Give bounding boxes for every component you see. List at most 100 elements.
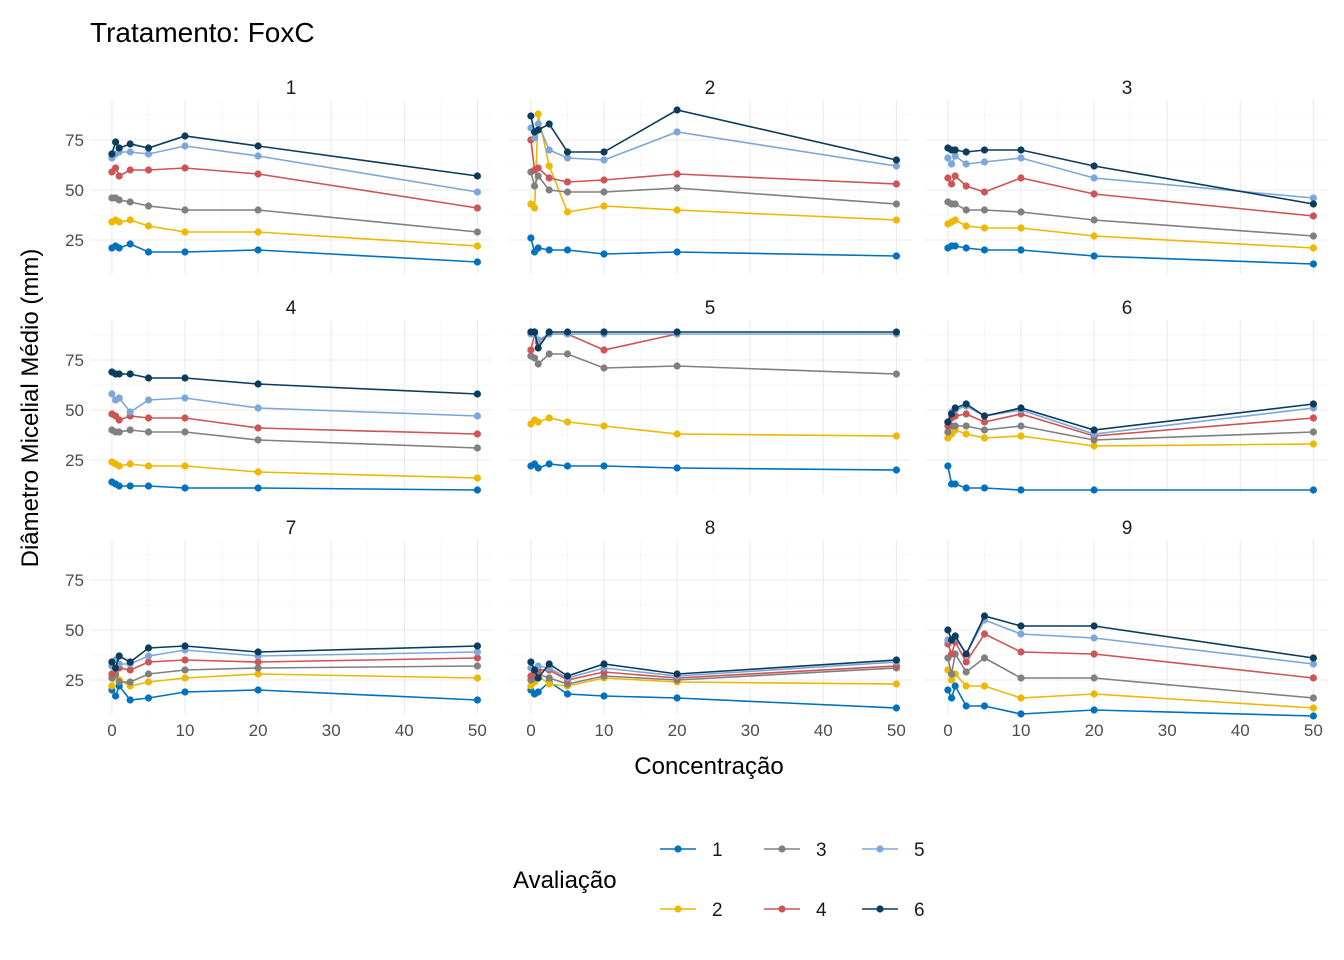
data-point-series-2 <box>254 228 262 236</box>
data-point-series-6 <box>1309 200 1317 208</box>
data-point-series-4 <box>254 424 262 432</box>
data-point-series-2 <box>181 462 189 470</box>
data-point-series-1 <box>534 688 542 696</box>
data-point-series-6 <box>673 106 681 114</box>
data-point-series-4 <box>1017 648 1025 656</box>
x-tick-label: 30 <box>322 721 341 740</box>
data-point-series-6 <box>254 648 262 656</box>
data-point-series-4 <box>948 650 956 658</box>
data-point-series-3 <box>980 654 989 662</box>
data-point-series-6 <box>1090 622 1098 630</box>
data-point-series-6 <box>144 374 153 382</box>
y-tick-label: 50 <box>65 181 84 200</box>
data-point-series-6 <box>126 658 134 666</box>
data-point-series-4 <box>1309 212 1317 220</box>
data-point-series-6 <box>1090 426 1098 434</box>
data-point-series-3 <box>962 668 970 676</box>
data-point-series-4 <box>951 172 959 180</box>
legend-key-point <box>876 845 884 853</box>
legend-item-2: 2 <box>660 900 723 921</box>
data-point-series-3 <box>944 428 952 436</box>
data-point-series-2 <box>534 110 542 118</box>
data-point-series-2 <box>534 418 542 426</box>
data-point-series-6 <box>181 374 189 382</box>
facet-panel-6: 6 <box>926 298 1328 494</box>
data-point-series-4 <box>254 658 262 666</box>
data-point-series-2 <box>1090 442 1098 450</box>
data-point-series-5 <box>962 160 970 168</box>
data-point-series-5 <box>254 152 262 160</box>
data-point-series-5 <box>254 404 262 412</box>
data-point-series-1 <box>534 464 542 472</box>
data-point-series-5 <box>1309 660 1317 668</box>
data-point-series-1 <box>962 484 970 492</box>
data-point-series-4 <box>980 630 989 638</box>
data-point-series-4 <box>962 182 970 190</box>
data-point-series-2 <box>1090 232 1098 240</box>
data-point-series-2 <box>545 414 553 422</box>
data-point-series-1 <box>144 482 153 490</box>
data-point-series-6 <box>962 148 970 156</box>
data-point-series-1 <box>126 696 134 704</box>
data-point-series-2 <box>254 670 262 678</box>
facet-panel-3: 3 <box>926 78 1328 274</box>
data-point-series-3 <box>980 206 989 214</box>
data-point-series-1 <box>254 246 262 254</box>
data-point-series-2 <box>673 430 681 438</box>
data-point-series-4 <box>600 346 608 354</box>
data-point-series-2 <box>108 682 116 690</box>
data-point-series-2 <box>254 468 262 476</box>
data-point-series-3 <box>144 428 153 436</box>
data-point-series-4 <box>126 666 134 674</box>
data-point-series-1 <box>473 696 481 704</box>
data-point-series-1 <box>144 248 153 256</box>
facet-strip-label: 2 <box>705 78 716 99</box>
data-point-series-2 <box>144 462 153 470</box>
legend-items: 1 2 3 4 5 6 <box>660 840 925 921</box>
data-point-series-1 <box>126 240 134 248</box>
data-point-series-6 <box>563 672 572 680</box>
data-point-series-2 <box>144 678 153 686</box>
legend-key-point <box>778 905 786 913</box>
data-point-series-3 <box>545 674 553 682</box>
x-tick-label: 10 <box>595 721 614 740</box>
series-line-2 <box>530 113 897 221</box>
data-point-series-2 <box>115 462 123 470</box>
data-point-series-6 <box>112 138 120 146</box>
data-point-series-1 <box>951 682 959 690</box>
data-point-series-6 <box>944 418 952 426</box>
data-point-series-5 <box>144 396 153 404</box>
facet-strip-label: 5 <box>705 298 716 319</box>
data-point-series-1 <box>951 242 959 250</box>
legend-item-4: 4 <box>764 900 827 921</box>
data-point-series-4 <box>1090 190 1098 198</box>
data-point-series-1 <box>473 258 481 266</box>
data-point-series-6 <box>254 142 262 150</box>
data-point-series-3 <box>545 186 553 194</box>
legend-label: 6 <box>914 900 925 921</box>
data-point-series-1 <box>962 702 970 710</box>
data-point-series-5 <box>531 134 539 142</box>
data-point-series-6 <box>1017 404 1025 412</box>
data-point-series-1 <box>948 694 956 702</box>
y-tick-label: 25 <box>65 451 84 470</box>
data-point-series-2 <box>600 422 608 430</box>
data-point-series-5 <box>181 394 189 402</box>
x-tick-label: 20 <box>668 721 687 740</box>
data-point-series-3 <box>962 422 970 430</box>
x-tick-label: 30 <box>1158 721 1177 740</box>
data-point-series-2 <box>673 206 681 214</box>
data-point-series-6 <box>112 664 120 672</box>
data-point-series-4 <box>181 656 189 664</box>
data-point-series-2 <box>115 218 123 226</box>
data-point-series-5 <box>144 652 153 660</box>
data-point-series-4 <box>126 166 134 174</box>
facet-panel-4: 4 25 50 75 <box>65 298 492 494</box>
data-point-series-3 <box>951 200 959 208</box>
data-point-series-6 <box>115 652 123 660</box>
data-point-series-6 <box>1090 162 1098 170</box>
data-point-series-2 <box>181 674 189 682</box>
data-point-series-6 <box>600 148 608 156</box>
data-point-series-4 <box>527 346 535 354</box>
data-point-series-1 <box>673 694 681 702</box>
